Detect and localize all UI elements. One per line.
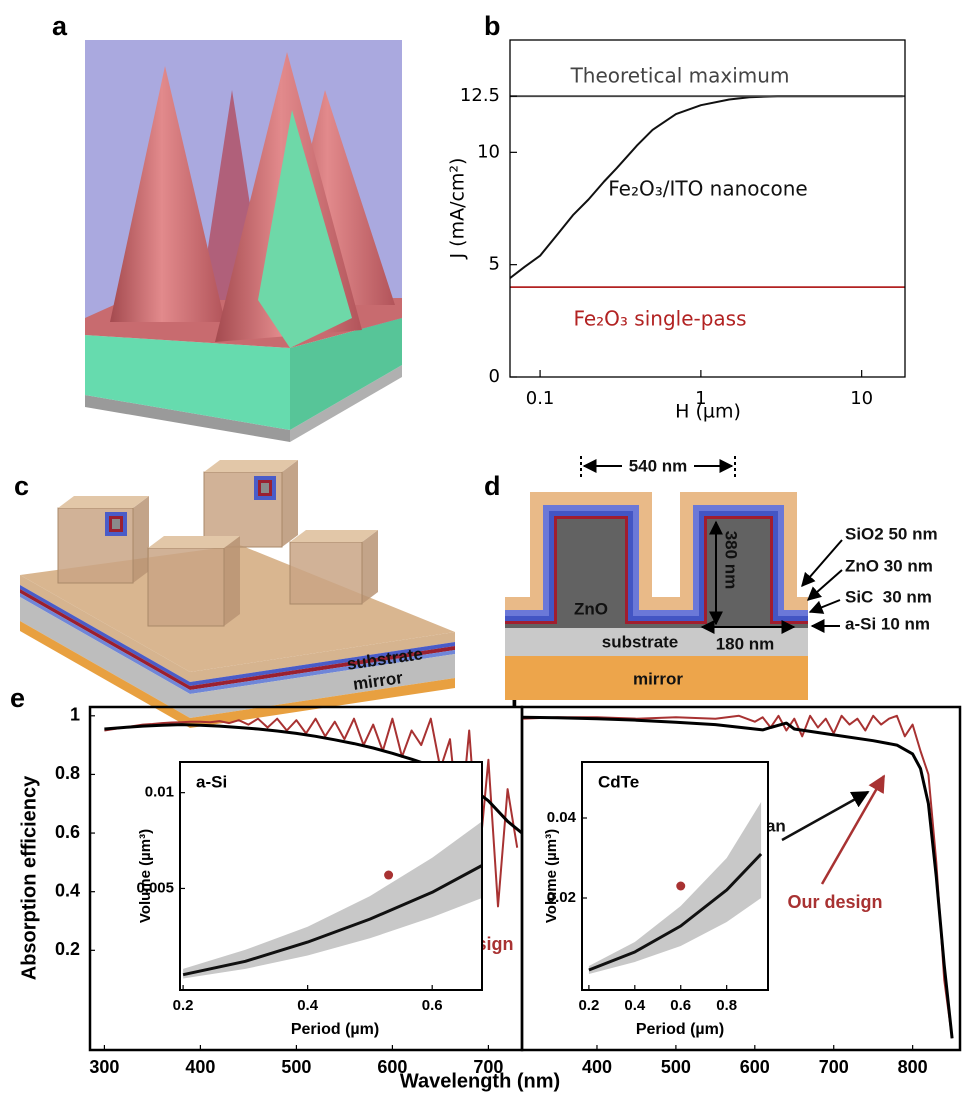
page: { "panel_labels": ["a", "b", "c", "d", "… bbox=[0, 0, 965, 1093]
x-tick-label: 400 bbox=[582, 1057, 612, 1077]
x-tick-label: 10 bbox=[850, 388, 873, 409]
cube-front bbox=[148, 548, 224, 626]
x-tick-label: 0.2 bbox=[578, 997, 599, 1014]
x-tick-label: 700 bbox=[819, 1057, 849, 1077]
cube-core bbox=[112, 519, 120, 529]
x-tick-label: 500 bbox=[281, 1057, 311, 1077]
cube-top bbox=[204, 460, 298, 472]
y-tick-label: 0 bbox=[489, 366, 500, 387]
material-label: ZnO bbox=[574, 599, 608, 618]
panel-label: e bbox=[10, 683, 25, 713]
x-axis-label: H (µm) bbox=[675, 401, 741, 423]
cube-top bbox=[148, 536, 240, 548]
layer-label: SiO2 50 nm bbox=[845, 524, 938, 543]
y-tick-label: 0.6 bbox=[55, 822, 80, 842]
x-tick-label: 0.2 bbox=[173, 997, 194, 1014]
series-label: Fe₂O₃ single-pass bbox=[573, 307, 746, 331]
data-point bbox=[676, 882, 685, 891]
x-tick-label: 0.4 bbox=[624, 997, 646, 1014]
panel-label: c bbox=[14, 471, 29, 501]
layer-label: ZnO 30 nm bbox=[845, 556, 933, 575]
dimension-label: 180 nm bbox=[716, 634, 775, 653]
y-tick-label: 10 bbox=[477, 141, 500, 162]
panel-label: a bbox=[52, 11, 68, 41]
panel-label: b bbox=[484, 11, 501, 41]
x-tick-label: 800 bbox=[898, 1057, 928, 1077]
cube-front bbox=[290, 542, 362, 604]
cube-core bbox=[261, 483, 269, 493]
y-axis-label: Volume (µm³) bbox=[137, 829, 154, 923]
layer-label: a-Si 10 nm bbox=[845, 614, 930, 633]
inset-title: a-Si bbox=[196, 772, 227, 791]
x-tick-label: 0.8 bbox=[716, 997, 737, 1014]
y-tick-label: 0.01 bbox=[145, 784, 174, 801]
series-label: Theoretical maximum bbox=[570, 64, 790, 88]
panel-label: d bbox=[484, 471, 501, 501]
y-tick-label: 0.8 bbox=[55, 763, 80, 783]
y-tick-label: 12.5 bbox=[460, 85, 500, 106]
x-tick-label: 0.6 bbox=[422, 997, 443, 1014]
data-point bbox=[384, 871, 393, 880]
cube-side bbox=[362, 530, 378, 604]
inset-title: CdTe bbox=[598, 772, 639, 791]
cube-side bbox=[282, 460, 298, 547]
x-tick-label: 0.1 bbox=[526, 388, 555, 409]
series-label: Our design bbox=[787, 892, 882, 912]
cube-side bbox=[133, 496, 149, 583]
y-tick-label: 5 bbox=[489, 254, 500, 275]
nanocone-illustration bbox=[85, 40, 402, 442]
cube-side bbox=[224, 536, 240, 626]
y-tick-label: 0.04 bbox=[547, 809, 577, 826]
series-label: Fe₂O₃/ITO nanocone bbox=[608, 177, 808, 201]
y-tick-label: 0.4 bbox=[55, 880, 80, 900]
y-tick-label: 1 bbox=[70, 705, 80, 725]
x-tick-label: 400 bbox=[185, 1057, 215, 1077]
x-tick-label: 500 bbox=[661, 1057, 691, 1077]
y-axis-label: J (mA/cm²) bbox=[447, 158, 469, 260]
dimension-label: 540 nm bbox=[629, 456, 688, 475]
material-label: substrate bbox=[602, 632, 679, 651]
y-axis-label: Absorption efficiency bbox=[18, 775, 40, 980]
layer-label: SiC 30 nm bbox=[845, 587, 932, 606]
y-axis-label: Volume (µm³) bbox=[543, 829, 560, 923]
y-tick-label: 0.2 bbox=[55, 939, 80, 959]
cube-top bbox=[58, 496, 149, 508]
x-tick-label: 0.4 bbox=[297, 997, 319, 1014]
x-tick-label: 600 bbox=[740, 1057, 770, 1077]
dimension-label: 380 nm bbox=[722, 531, 741, 590]
figure: a b c d e f substrate mirror 540 nm 380 bbox=[0, 0, 965, 1093]
x-axis-label: Wavelength (nm) bbox=[400, 1070, 560, 1092]
x-axis-label: Period (µm) bbox=[636, 1021, 724, 1038]
x-tick-label: 300 bbox=[89, 1057, 119, 1077]
x-axis-label: Period (µm) bbox=[291, 1021, 379, 1038]
material-label: mirror bbox=[633, 669, 683, 688]
x-tick-label: 0.6 bbox=[670, 997, 691, 1014]
